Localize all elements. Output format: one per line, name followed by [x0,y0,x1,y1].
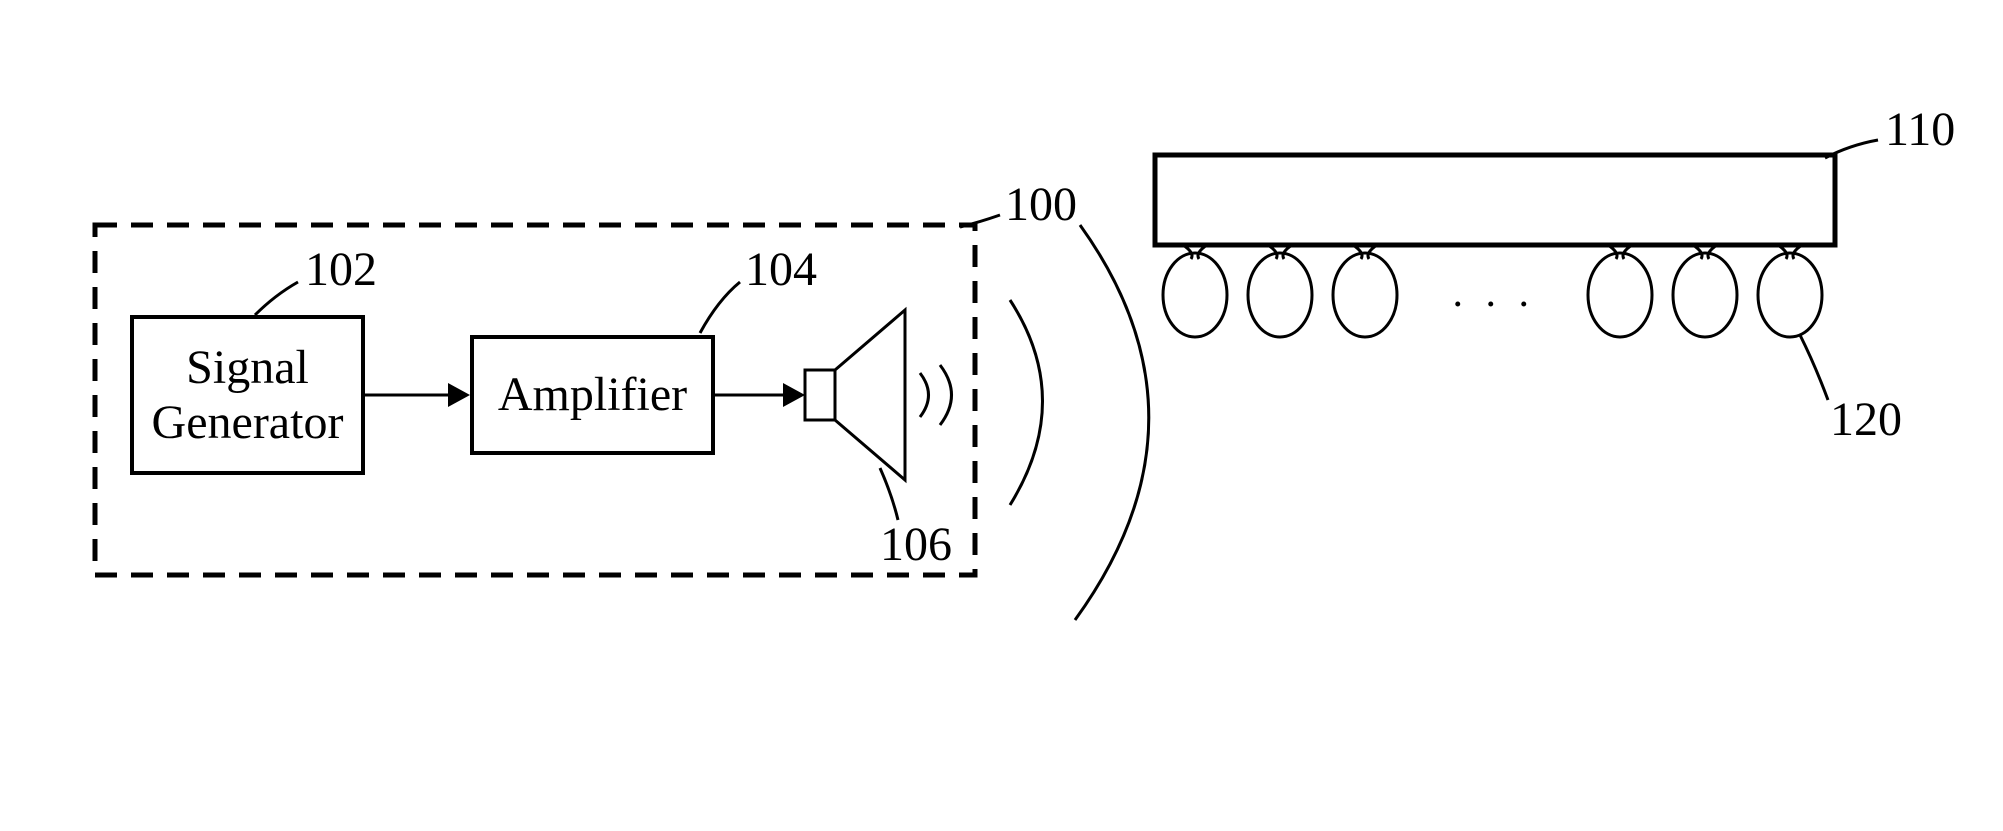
ref-120: 120 [1830,392,1902,447]
ref-102: 102 [305,242,377,297]
ref-110: 110 [1885,102,1955,157]
ref-106: 106 [880,517,952,572]
drops-ellipsis: . . . [1453,269,1536,317]
ref-100: 100 [1005,177,1077,232]
ref-104: 104 [745,242,817,297]
reference-leaders [0,0,2003,831]
